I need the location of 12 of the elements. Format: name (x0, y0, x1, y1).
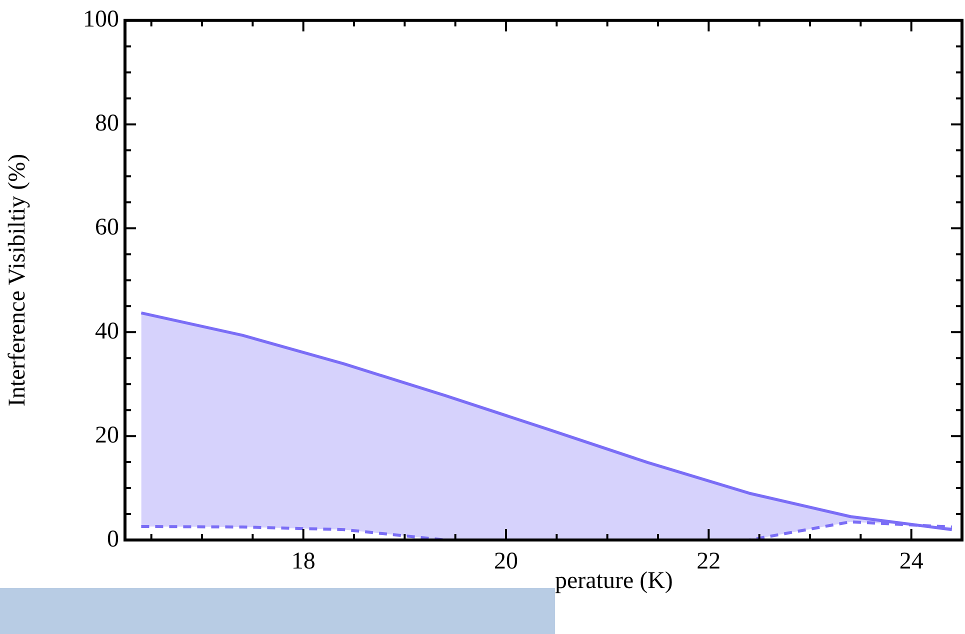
x-tick-label: 24 (899, 548, 924, 575)
x-axis-title: perature (K) (555, 568, 673, 595)
y-axis-title: Interference Visibiltiy (%) (4, 154, 31, 407)
y-tick-label: 60 (95, 214, 119, 241)
y-tick-label: 0 (107, 526, 119, 552)
y-tick-label: 40 (95, 318, 119, 344)
x-tick-label: 18 (291, 548, 316, 575)
y-tick-label: 80 (95, 110, 119, 137)
y-tick-label: 20 (95, 422, 119, 448)
x-tick-label: 20 (494, 548, 518, 575)
x-tick-label: 22 (696, 548, 721, 575)
y-tick-label: 100 (83, 6, 119, 33)
